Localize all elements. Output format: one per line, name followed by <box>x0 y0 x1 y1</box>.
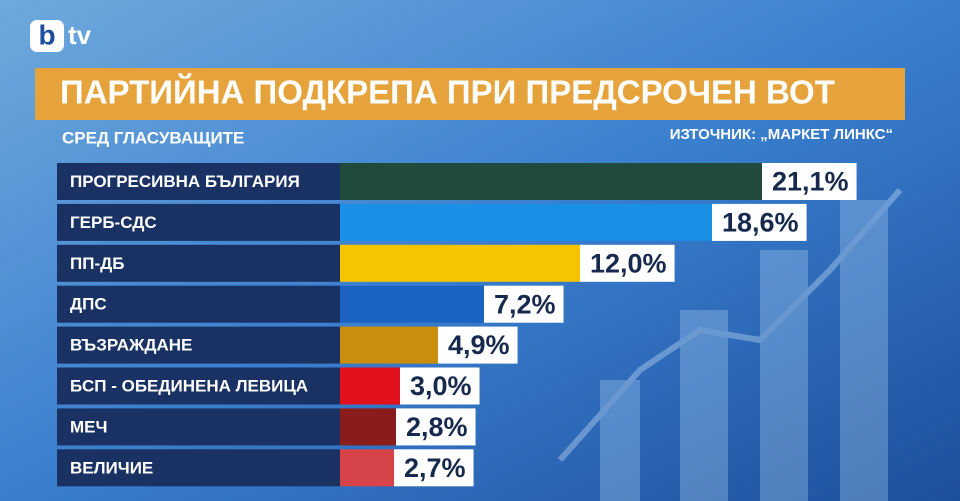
bar <box>340 244 580 282</box>
category-label: ДПС <box>70 295 107 314</box>
bar <box>340 449 394 487</box>
logo-box <box>30 20 64 52</box>
value-box <box>580 244 675 282</box>
title-bar <box>35 68 905 120</box>
bar <box>340 163 762 200</box>
category-label: БСП - ОБЕДИНЕНА ЛЕВИЦА <box>70 376 308 395</box>
label-panel <box>57 163 340 200</box>
chart-title: ПАРТИЙНА ПОДКРЕПА ПРИ ПРЕДСРОЧЕН ВОТ <box>60 73 835 111</box>
bar <box>340 285 484 323</box>
category-label: МЕЧ <box>70 417 107 436</box>
chart-subtitle: СРЕД ГЛАСУВАЩИТЕ <box>62 128 244 147</box>
category-label: ВЕЛИЧИЕ <box>70 458 153 477</box>
category-label: ГЕРБ-СДС <box>70 213 157 232</box>
value-label: 21,1% <box>772 167 849 197</box>
bar <box>340 203 712 241</box>
value-label: 4,9% <box>448 330 510 360</box>
source: ИЗТОЧНИК: „МАРКЕТ ЛИНКС“ <box>670 126 893 143</box>
label-panel <box>57 449 340 487</box>
bar <box>340 367 400 405</box>
label-panel <box>57 326 340 364</box>
bar <box>340 408 396 446</box>
logo-tv: tv <box>68 20 92 50</box>
value-box <box>438 326 518 364</box>
value-box <box>762 163 857 200</box>
label-panel <box>57 203 340 241</box>
value-box <box>396 408 476 446</box>
value-box <box>394 449 474 487</box>
logo-b: b <box>38 19 55 50</box>
label-panel <box>57 285 340 323</box>
category-label: ВЪЗРАЖДАНЕ <box>70 336 192 355</box>
category-label: ПРОГРЕСИВНА БЪЛГАРИЯ <box>70 172 300 191</box>
value-label: 7,2% <box>494 289 556 319</box>
value-box <box>712 203 807 241</box>
decor <box>557 188 903 501</box>
label-panel <box>57 408 340 446</box>
value-box <box>400 367 480 405</box>
category-label: ПП-ДБ <box>70 254 124 273</box>
value-label: 18,6% <box>722 208 799 238</box>
value-label: 2,7% <box>404 453 466 483</box>
label-panel <box>57 367 340 405</box>
bar <box>340 326 438 364</box>
value-box <box>484 285 564 323</box>
value-label: 2,8% <box>406 412 468 442</box>
value-label: 3,0% <box>410 371 472 401</box>
label-panel <box>57 244 340 282</box>
value-label: 12,0% <box>590 248 667 278</box>
